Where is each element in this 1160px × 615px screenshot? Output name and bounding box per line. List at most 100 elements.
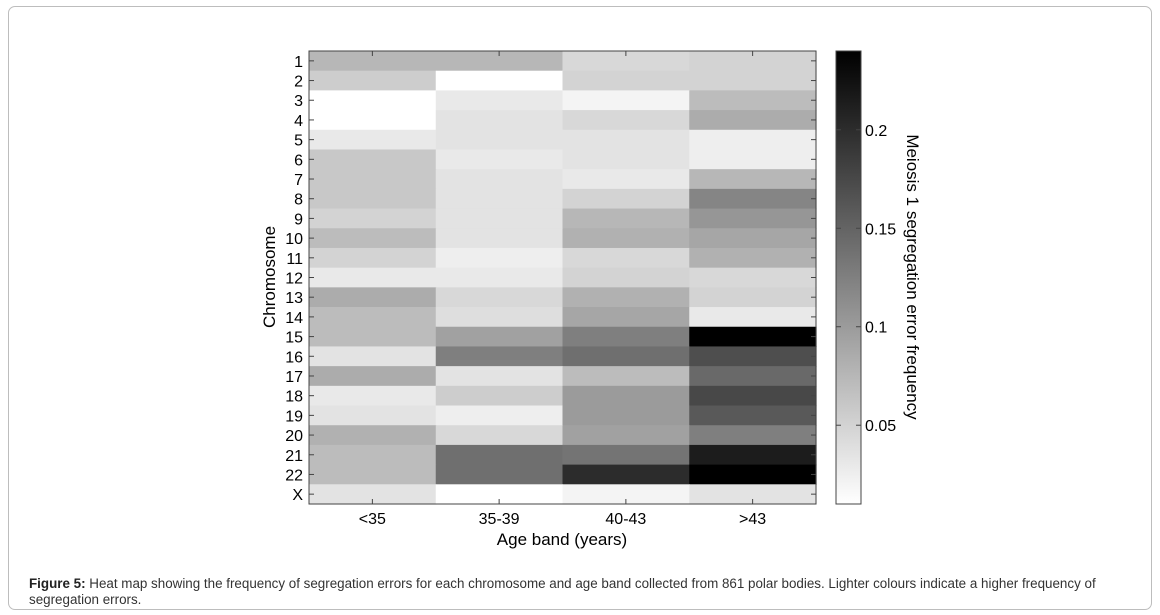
y-tick-label: 15: [285, 330, 303, 347]
heatmap-cell: [562, 405, 690, 426]
heatmap-cell: [689, 90, 817, 111]
colorbar-gradient: [835, 50, 862, 505]
y-tick-label: 9: [294, 211, 303, 228]
heatmap-cell: [689, 287, 817, 308]
heatmap-cell: [309, 484, 437, 505]
heatmap-cell: [309, 425, 437, 446]
heatmap-cell: [435, 129, 564, 151]
colorbar-tick-label: 0.2: [865, 123, 887, 140]
heatmap-cell: [435, 110, 564, 131]
y-tick-label: 20: [285, 428, 303, 445]
heatmap-cell: [435, 307, 564, 328]
heatmap-cell: [689, 149, 817, 170]
y-tick-label: 21: [285, 448, 303, 465]
heatmap-cell: [435, 326, 564, 348]
heatmap-cell: [435, 70, 564, 91]
colorbar-tick-label: 0.1: [865, 320, 887, 337]
colorbar-tick-label: 0.05: [865, 418, 896, 435]
heatmap-cell: [435, 385, 564, 407]
y-tick-label: 14: [285, 310, 303, 327]
heatmap-cell: [562, 366, 690, 387]
y-tick-label: 2: [294, 74, 303, 91]
heatmap-cell: [435, 346, 564, 367]
heatmap-cell: [562, 287, 690, 308]
heatmap-cell: [562, 464, 690, 485]
heatmap-cell: [562, 110, 690, 131]
heatmap-cell: [309, 228, 437, 249]
x-axis-ticks: <35 35-39 40-43 >43: [359, 51, 766, 528]
heatmap-cell: [309, 247, 437, 269]
heatmap-cell: [689, 228, 817, 249]
heatmap-cell: [309, 70, 437, 91]
heatmap-cell: [309, 188, 437, 210]
heatmap-cell: [562, 247, 690, 269]
heatmap-cell: [689, 208, 817, 229]
y-tick-label: 7: [294, 172, 303, 189]
heatmap-cell: [562, 346, 690, 367]
heatmap-cell: [435, 51, 564, 72]
y-tick-label: 12: [285, 271, 303, 288]
heatmap-cell: [435, 425, 564, 446]
x-axis-label: Age band (years): [497, 530, 627, 549]
heatmap-cell: [562, 208, 690, 229]
figure-caption: Figure 5: Heat map showing the frequency…: [29, 576, 1137, 608]
heatmap-cell: [689, 51, 817, 72]
heatmap-cell: [689, 346, 817, 367]
caption-text: Heat map showing the frequency of segreg…: [29, 576, 1096, 607]
y-tick-label: 16: [285, 349, 303, 366]
heatmap-cell: [562, 385, 690, 407]
heatmap-cell: [435, 405, 564, 426]
heatmap-cell: [562, 169, 690, 190]
heatmap-cell: [435, 247, 564, 269]
heatmap-cell: [689, 70, 817, 91]
heatmap-cell: [562, 444, 690, 466]
heatmap-cell: [309, 366, 437, 387]
heatmap-cell: [435, 267, 564, 288]
y-tick-label: 5: [294, 133, 303, 150]
heatmap-cell: [689, 385, 817, 407]
heatmap-cell: [435, 169, 564, 190]
heatmap-cell: [309, 169, 437, 190]
colorbar: 0.05 0.1 0.15 0.2: [835, 50, 896, 505]
heatmap-cell: [435, 149, 564, 170]
x-tick-label: 35-39: [479, 511, 520, 528]
y-tick-label: 22: [285, 467, 303, 484]
y-tick-label: 13: [285, 290, 303, 307]
heatmap-cell: [689, 484, 817, 505]
heatmap-cell: [309, 464, 437, 485]
heatmap-cell: [689, 129, 817, 151]
heatmap-cell: [689, 405, 817, 426]
heatmap-cell: [689, 444, 817, 466]
heatmap-cell: [435, 444, 564, 466]
heatmap-cell: [435, 208, 564, 229]
colorbar-tick-label: 0.15: [865, 221, 896, 238]
colorbar-label: Meiosis 1 segregation error frequency: [903, 134, 922, 420]
heatmap-cell: [689, 267, 817, 288]
x-tick-label: >43: [739, 511, 766, 528]
heatmap-cell: [562, 267, 690, 288]
heatmap-cell: [562, 149, 690, 170]
heatmap-cell: [309, 129, 437, 151]
heatmap-cell: [309, 346, 437, 367]
heatmap-cell: [309, 326, 437, 348]
y-tick-label: 19: [285, 408, 303, 425]
heatmap-cell: [689, 247, 817, 269]
heatmap-cell: [309, 307, 437, 328]
heatmap-cell: [309, 444, 437, 466]
heatmap-cell: [689, 464, 817, 485]
heatmap-cell: [689, 169, 817, 190]
heatmap-cell: [435, 228, 564, 249]
heatmap-cell: [689, 326, 817, 348]
heatmap-cell: [562, 129, 690, 151]
y-tick-label: X: [292, 487, 303, 504]
heatmap-cell: [562, 188, 690, 210]
y-tick-label: 3: [294, 93, 303, 110]
heatmap-cell: [435, 484, 564, 505]
heatmap-cell: [562, 228, 690, 249]
heatmap-cell: [309, 405, 437, 426]
heatmap-cell: [562, 307, 690, 328]
y-tick-label: 6: [294, 152, 303, 169]
heatmap-cell: [689, 110, 817, 131]
heatmap-cell: [562, 326, 690, 348]
